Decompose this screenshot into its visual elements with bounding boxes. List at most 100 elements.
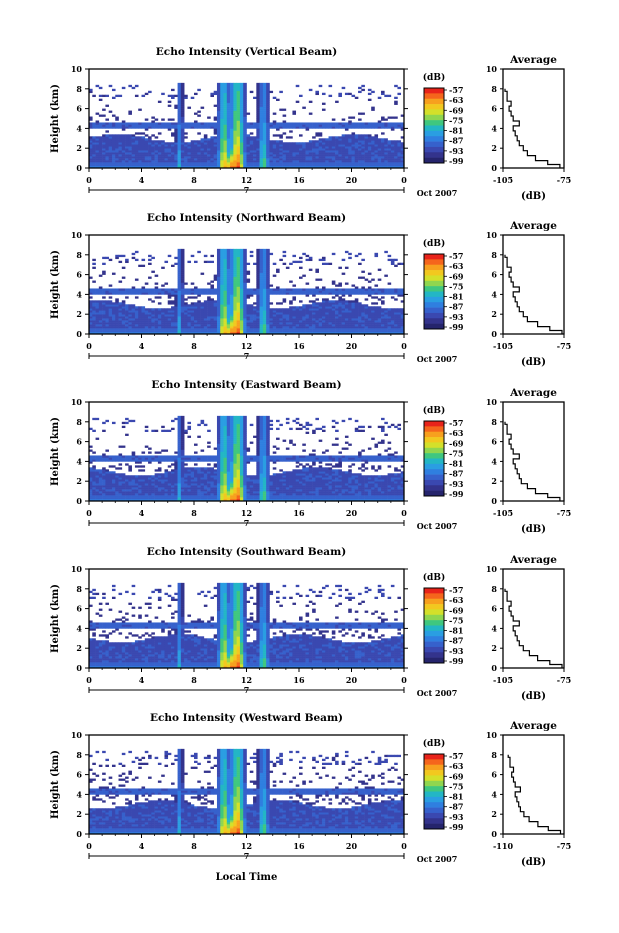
- heatmap-cell: [348, 152, 352, 154]
- heatmap-cell: [260, 85, 264, 87]
- heatmap-cell: [224, 111, 228, 113]
- heatmap-cell: [381, 158, 385, 160]
- heatmap-cell: [283, 132, 287, 134]
- heatmap-cell: [220, 249, 224, 251]
- heatmap-cell: [142, 138, 146, 140]
- heatmap-cell: [361, 308, 365, 310]
- heatmap-cell: [184, 306, 188, 308]
- heatmap-cell: [109, 330, 113, 332]
- heatmap-cell: [397, 290, 401, 292]
- heatmap-cell: [158, 122, 162, 124]
- heatmap-cell: [122, 322, 126, 324]
- heatmap-cell: [217, 265, 221, 267]
- heatmap-cell: [96, 471, 100, 473]
- heatmap-cell: [230, 115, 234, 117]
- heatmap-cell: [145, 138, 149, 140]
- heatmap-cell: [342, 126, 346, 128]
- heatmap-cell: [148, 316, 152, 318]
- heatmap-cell: [119, 314, 123, 316]
- heatmap-cell: [171, 316, 175, 318]
- heatmap-cell: [178, 283, 182, 285]
- heatmap-cell: [128, 140, 132, 142]
- heatmap-cell: [266, 93, 270, 95]
- heatmap-cell: [260, 271, 264, 273]
- heatmap-cell: [155, 288, 159, 290]
- heatmap-cell: [184, 318, 188, 320]
- heatmap-cell: [230, 103, 234, 105]
- heatmap-cell: [122, 142, 126, 144]
- heatmap-cell: [178, 249, 182, 251]
- heatmap-cell: [217, 263, 221, 265]
- heatmap-cell: [191, 154, 195, 156]
- heatmap-cell: [178, 103, 182, 105]
- heatmap-cell: [187, 304, 191, 306]
- heatmap-cell: [237, 107, 241, 109]
- heatmap-cell: [306, 148, 310, 150]
- avg-y-tick-label: 2: [491, 309, 497, 319]
- heatmap-cell: [384, 126, 388, 128]
- heatmap-cell: [161, 308, 165, 310]
- heatmap-cell: [105, 154, 109, 156]
- heatmap-cell: [122, 292, 126, 294]
- heatmap-cell: [260, 281, 264, 283]
- heatmap-cell: [342, 290, 346, 292]
- heatmap-cell: [168, 294, 172, 296]
- heatmap-cell: [315, 158, 319, 160]
- heatmap-cell: [345, 124, 349, 126]
- heatmap-cell: [138, 330, 142, 332]
- heatmap-cell: [243, 107, 247, 109]
- heatmap-cell: [292, 261, 296, 263]
- heatmap-cell: [227, 324, 231, 326]
- heatmap-cell: [309, 330, 313, 332]
- heatmap-cell: [322, 259, 326, 261]
- heatmap-cell: [227, 251, 231, 253]
- heatmap-cell: [184, 136, 188, 138]
- heatmap-cell: [355, 290, 359, 292]
- heatmap-cell: [237, 318, 241, 320]
- heatmap-cell: [178, 107, 182, 109]
- heatmap-cell: [230, 91, 234, 93]
- heatmap-cell: [322, 103, 326, 105]
- heatmap-cell: [289, 322, 293, 324]
- heatmap-cell: [105, 326, 109, 328]
- heatmap-cell: [247, 328, 251, 330]
- heatmap-cell: [296, 261, 300, 263]
- heatmap-cell: [338, 308, 342, 310]
- heatmap-cell: [358, 312, 362, 314]
- colorbar-unit: (dB): [423, 72, 445, 83]
- heatmap-cell: [142, 122, 146, 124]
- heatmap-cell: [299, 148, 303, 150]
- heatmap-cell: [125, 160, 129, 162]
- heatmap-cell: [227, 308, 231, 310]
- heatmap-cell: [128, 142, 132, 144]
- heatmap-cell: [217, 249, 221, 251]
- heatmap-cell: [217, 312, 221, 314]
- heatmap-cell: [378, 324, 382, 326]
- heatmap-cell: [92, 328, 96, 330]
- heatmap-cell: [187, 324, 191, 326]
- heatmap-cell: [361, 150, 365, 152]
- heatmap-cell: [322, 156, 326, 158]
- heatmap-cell: [220, 265, 224, 267]
- heatmap-cell: [247, 306, 251, 308]
- heatmap-cell: [329, 160, 333, 162]
- heatmap-cell: [224, 249, 228, 251]
- heatmap-cell: [329, 148, 333, 150]
- heatmap-cell: [168, 164, 172, 166]
- heatmap-cell: [286, 288, 290, 290]
- heatmap-cell: [132, 138, 136, 140]
- heatmap-cell: [315, 140, 319, 142]
- heatmap-cell: [168, 296, 172, 298]
- heatmap-cell: [250, 122, 254, 124]
- heatmap-cell: [384, 122, 388, 124]
- heatmap-cell: [119, 330, 123, 332]
- heatmap-cell: [214, 144, 218, 146]
- heatmap-cell: [319, 140, 323, 142]
- heatmap-cell: [233, 85, 237, 87]
- heatmap-cell: [243, 251, 247, 253]
- heatmap-cell: [273, 152, 277, 154]
- heatmap-cell: [260, 300, 264, 302]
- heatmap-cell: [138, 290, 142, 292]
- heatmap-cell: [161, 326, 165, 328]
